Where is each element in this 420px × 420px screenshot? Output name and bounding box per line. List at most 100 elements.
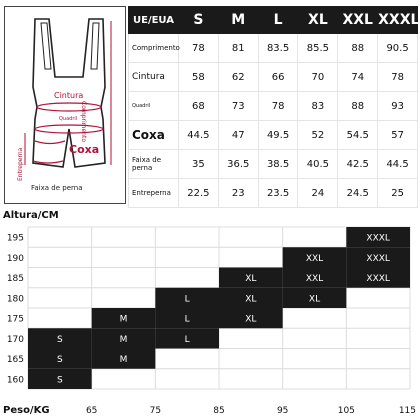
size-cell (28, 328, 92, 349)
size-header: XL (297, 6, 339, 34)
label-cintura: Cintura (54, 91, 84, 100)
measurement-row: Comprimento 78 81 83.5 85.5 88 90.5 (128, 33, 418, 63)
measurement-value: 25 (377, 178, 418, 208)
size-cell (346, 267, 410, 288)
measurement-value: 78 (178, 33, 219, 63)
measurement-row: Coxa 44.5 47 49.5 52 54.5 57 (128, 120, 418, 150)
y-axis-ticks: 160 165 170 175 180 185 190 195 (7, 234, 24, 386)
size-cell-label: L (185, 294, 190, 304)
measurement-label: Comprimento (128, 33, 180, 63)
y-tick-label: 175 (7, 315, 24, 325)
measurement-value: 66 (257, 62, 299, 92)
y-tick-label: 170 (7, 335, 24, 345)
measurement-value: 22.5 (178, 178, 219, 208)
measurement-value: 78 (257, 91, 299, 121)
measurement-value: 42.5 (337, 149, 379, 179)
size-cell-label: XXXL (366, 274, 390, 284)
measurement-row: Faixa de perna 35 36.5 38.5 40.5 42.5 44.5 (128, 149, 418, 179)
measurement-label: Coxa (128, 120, 179, 150)
measurement-value: 35 (178, 149, 219, 179)
size-cell (346, 247, 410, 268)
measurement-value: 78 (377, 62, 418, 92)
size-cell-label: M (120, 335, 128, 345)
region-header: UE/EUA (128, 6, 179, 34)
size-header: XXL (337, 6, 379, 34)
measurement-value: 81 (217, 33, 259, 63)
measurement-value: 38.5 (257, 149, 299, 179)
measurement-value: 23 (217, 178, 259, 208)
bib-shorts-illustration (24, 18, 112, 168)
size-table: UE/EUA S M L XL XXL XXXL Comprimento 78 81… (128, 6, 419, 208)
measurement-row: Entreperna 22.5 23 23.5 24 24.5 25 (128, 178, 418, 208)
size-cell-label: XXXL (366, 234, 390, 244)
size-cell-label: XL (245, 274, 256, 284)
size-cell (91, 308, 156, 329)
x-tick-label: 95 (277, 406, 288, 416)
x-tick-label: 105 (338, 406, 355, 416)
measurement-value: 88 (337, 91, 379, 121)
measurement-label: Faixa de perna (128, 149, 179, 179)
measurement-row: Quadril 68 73 78 83 88 93 (128, 91, 418, 121)
size-cell (28, 368, 92, 389)
size-cell (91, 328, 156, 349)
label-comprimento: Comprimento (80, 101, 87, 143)
measurement-label: Quadril (128, 91, 179, 121)
measurement-value: 54.5 (337, 120, 379, 150)
label-quadril: Quadril (59, 116, 78, 122)
measurement-value: 58 (178, 62, 219, 92)
measurement-value: 62 (217, 62, 259, 92)
measurement-value: 24.5 (337, 178, 379, 208)
x-axis-ticks: 65 75 85 95 105 115 (86, 406, 416, 416)
size-cell-label: XL (309, 294, 320, 304)
measurement-value: 90.5 (377, 33, 418, 63)
measurement-value: 73 (217, 91, 259, 121)
y-axis-title: Altura/CM (3, 210, 59, 221)
size-header: S (178, 6, 219, 34)
size-cell-label: XL (245, 315, 256, 325)
measurement-value: 68 (178, 91, 219, 121)
size-cell (28, 348, 92, 369)
measurement-value: 49.5 (257, 120, 299, 150)
size-cell (155, 308, 219, 329)
size-cell (282, 247, 347, 268)
y-tick-label: 165 (7, 355, 24, 365)
measurement-value: 88 (337, 33, 379, 63)
measurement-value: 83.5 (257, 33, 299, 63)
size-cell (219, 267, 283, 288)
measurement-label: Entreperna (128, 178, 179, 208)
measurement-value: 23.5 (257, 178, 299, 208)
measurement-value: 74 (337, 62, 379, 92)
bib-shorts-diagram: Cintura Comprimento Quadril Coxa Entrepe… (4, 6, 126, 204)
y-tick-label: 185 (7, 274, 24, 284)
measurement-value: 44.5 (377, 149, 418, 179)
measurement-value: 85.5 (297, 33, 339, 63)
y-tick-label: 195 (7, 234, 24, 244)
size-cell-label: XXL (306, 254, 323, 264)
size-header: M (217, 6, 259, 34)
y-tick-label: 180 (7, 294, 24, 304)
size-cell (219, 308, 283, 329)
size-header: XXXL (377, 6, 419, 34)
size-cell-label: M (120, 315, 128, 325)
size-cell-label: L (185, 315, 190, 325)
measurement-value: 93 (377, 91, 418, 121)
measurement-rows: Comprimento 78 81 83.5 85.5 88 90.5 Cintura 58 62… (128, 33, 418, 208)
measurement-value: 52 (297, 120, 339, 150)
x-tick-label: 85 (213, 406, 224, 416)
size-cell-label: S (57, 355, 63, 365)
size-cell (91, 348, 156, 369)
x-tick-label: 115 (399, 406, 416, 416)
size-cell-label: M (120, 355, 128, 365)
measurement-value: 44.5 (178, 120, 219, 150)
size-cell-label: S (57, 335, 63, 345)
label-coxa: Coxa (69, 143, 100, 156)
x-tick-label: 65 (86, 406, 97, 416)
size-chart-section: Cintura Comprimento Quadril Coxa Entrepe… (0, 0, 420, 208)
x-tick-label: 75 (150, 406, 161, 416)
size-cell (155, 328, 219, 349)
measurement-value: 57 (377, 120, 418, 150)
measurement-value: 24 (297, 178, 339, 208)
measurement-value: 40.5 (297, 149, 339, 179)
size-cell (346, 227, 410, 248)
